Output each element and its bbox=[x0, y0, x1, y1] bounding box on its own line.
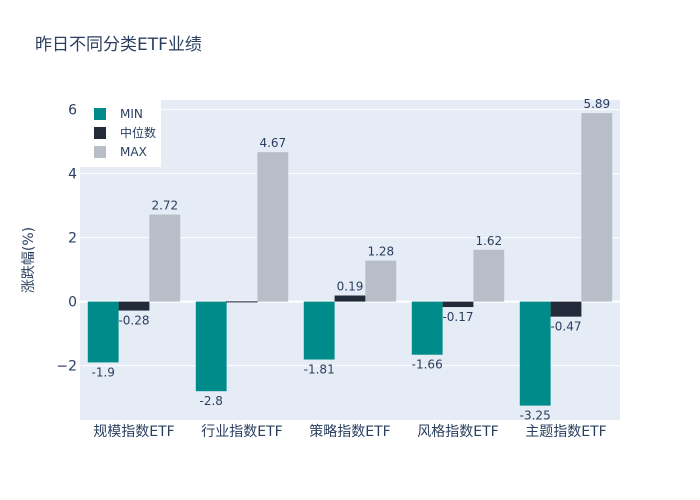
legend-swatch[interactable] bbox=[94, 127, 106, 139]
y-tick-label: 4 bbox=[68, 167, 77, 183]
bar[interactable] bbox=[87, 301, 119, 363]
data-label: -1.66 bbox=[412, 358, 443, 372]
data-labels: -1.9 -0.28 2.72 -2.8 4.67 -1.81 0.19 1.28 -1.66 -… bbox=[91, 97, 610, 422]
data-label: -0.47 bbox=[550, 320, 581, 334]
x-tick-label: 规模指数ETF bbox=[93, 424, 174, 440]
y-tick-label: 0 bbox=[68, 295, 77, 311]
bar[interactable] bbox=[303, 301, 335, 360]
y-axis-title: 涨跌幅(%) bbox=[21, 227, 37, 293]
bars bbox=[87, 113, 613, 406]
legend-label[interactable]: MAX bbox=[120, 145, 147, 159]
legend-label[interactable]: MIN bbox=[120, 107, 143, 121]
bar[interactable] bbox=[149, 214, 181, 302]
bar[interactable] bbox=[519, 301, 551, 406]
bar[interactable] bbox=[581, 113, 613, 302]
bar[interactable] bbox=[195, 301, 227, 392]
bar[interactable] bbox=[226, 301, 258, 303]
x-tick-label: 风格指数ETF bbox=[417, 424, 498, 440]
y-tick-label: 2 bbox=[68, 231, 77, 247]
data-label: -3.25 bbox=[520, 409, 551, 423]
data-label: -2.8 bbox=[199, 394, 222, 408]
bar[interactable] bbox=[473, 249, 505, 302]
bar[interactable] bbox=[550, 301, 582, 317]
data-label: 4.67 bbox=[259, 136, 286, 150]
legend[interactable]: MIN 中位数 MAX bbox=[80, 100, 161, 167]
y-ticks: −2 0 2 4 6 bbox=[56, 103, 77, 375]
bar[interactable] bbox=[334, 295, 366, 302]
data-label: 1.28 bbox=[367, 245, 394, 259]
data-label: 0.19 bbox=[337, 280, 364, 294]
data-label: 1.62 bbox=[475, 234, 502, 248]
bar[interactable] bbox=[442, 301, 474, 308]
data-label: 5.89 bbox=[583, 97, 610, 111]
data-label: -0.28 bbox=[118, 314, 149, 328]
bar[interactable] bbox=[118, 301, 150, 311]
x-tick-label: 策略指数ETF bbox=[309, 423, 390, 440]
y-tick-label: −2 bbox=[56, 359, 77, 375]
chart-title: 昨日不同分类ETF业绩 bbox=[35, 35, 202, 55]
y-tick-label: 6 bbox=[68, 103, 77, 119]
data-label: 2.72 bbox=[151, 199, 178, 213]
data-label: -1.81 bbox=[304, 363, 335, 377]
legend-swatch[interactable] bbox=[94, 146, 106, 158]
legend-label[interactable]: 中位数 bbox=[120, 125, 156, 140]
data-label: -0.17 bbox=[442, 310, 473, 324]
bar[interactable] bbox=[257, 152, 289, 302]
data-label: -1.9 bbox=[91, 365, 114, 379]
legend-background bbox=[80, 100, 161, 167]
bar[interactable] bbox=[411, 301, 443, 355]
x-tick-label: 行业指数ETF bbox=[201, 424, 282, 440]
legend-swatch[interactable] bbox=[94, 108, 106, 120]
x-ticks: 规模指数ETF 行业指数ETF 策略指数ETF 风格指数ETF 主题指数ETF bbox=[93, 423, 606, 440]
bar[interactable] bbox=[365, 260, 397, 302]
x-tick-label: 主题指数ETF bbox=[525, 424, 606, 440]
